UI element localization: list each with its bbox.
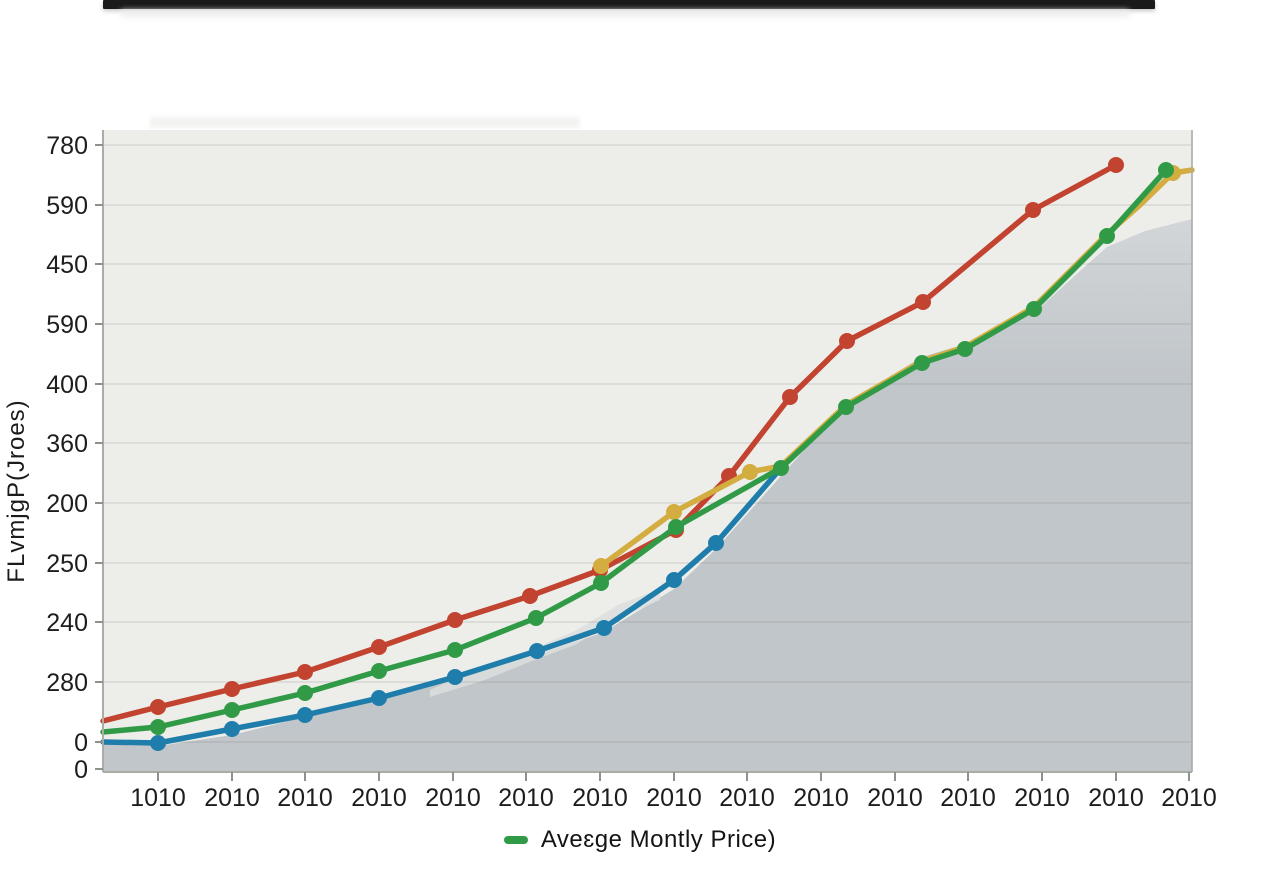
series-green-marker — [1099, 228, 1115, 244]
y-axis-title: FLvmjgP(Jroes) — [3, 399, 30, 583]
x-axis-tick-label: 2010 — [1088, 784, 1144, 812]
y-axis-tick-label: 450 — [46, 251, 88, 279]
area-light-wedge — [430, 589, 660, 697]
series-red-marker — [224, 681, 240, 697]
x-axis-tick-label: 2010 — [646, 784, 702, 812]
x-axis-tick-label: 2010 — [1014, 784, 1070, 812]
series-blue-marker — [666, 572, 682, 588]
x-axis-tick-label: 2010 — [572, 784, 628, 812]
y-axis-tick-label: 200 — [46, 490, 88, 518]
chart-legend: Aveɛge Montly Price) — [0, 826, 1280, 854]
y-axis-tick-label: 590 — [46, 311, 88, 339]
series-blue-marker — [596, 620, 612, 636]
series-blue-marker — [297, 707, 313, 723]
series-green-marker — [224, 702, 240, 718]
series-green-marker — [371, 663, 387, 679]
area-fill — [103, 219, 1192, 772]
series-red-marker — [447, 612, 463, 628]
series-red-marker — [371, 639, 387, 655]
x-axis-tick-label: 2010 — [498, 784, 554, 812]
series-gold-marker — [593, 558, 609, 574]
x-axis-tick-label: 2010 — [940, 784, 996, 812]
series-green-marker — [773, 460, 789, 476]
y-axis-tick-label: 590 — [46, 192, 88, 220]
series-red-marker — [1025, 202, 1041, 218]
series-red-marker — [297, 664, 313, 680]
background-streak-artifact — [150, 117, 580, 128]
series-red-marker — [522, 588, 538, 604]
x-axis-tick-label: 1010 — [130, 784, 186, 812]
y-axis-tick-label: 280 — [46, 669, 88, 697]
series-green-marker — [1026, 301, 1042, 317]
series-red-marker — [915, 294, 931, 310]
y-axis-tick-label: 360 — [46, 430, 88, 458]
series-green-marker — [593, 575, 609, 591]
series-green-marker — [297, 685, 313, 701]
series-red-marker — [150, 699, 166, 715]
series-green-marker — [1158, 162, 1174, 178]
y-axis-tick-label: 250 — [46, 550, 88, 578]
x-axis-tick-label: 2010 — [793, 784, 849, 812]
x-axis-tick-label: 2010 — [719, 784, 775, 812]
series-green-marker — [447, 642, 463, 658]
series-gold-marker — [666, 504, 682, 520]
series-green-marker — [150, 719, 166, 735]
series-green-marker — [914, 355, 930, 371]
y-axis-tick-label: 780 — [46, 132, 88, 160]
legend-label: Aveɛge Montly Price) — [540, 826, 777, 853]
series-green-marker — [838, 399, 854, 415]
series-green-marker — [668, 519, 684, 535]
y-axis-tick-label: 240 — [46, 609, 88, 637]
top-dark-bar — [103, 0, 1155, 9]
x-axis-tick-label: 2010 — [1161, 784, 1217, 812]
x-axis-tick-label: 2010 — [425, 784, 481, 812]
series-red-marker — [839, 333, 855, 349]
series-blue-marker — [224, 721, 240, 737]
series-blue-marker — [447, 669, 463, 685]
series-blue-marker — [371, 690, 387, 706]
x-axis-tick-label: 2010 — [204, 784, 260, 812]
series-gold-marker — [742, 464, 758, 480]
legend-swatch-green-line — [503, 836, 528, 844]
y-axis-tick-label: 0 — [74, 729, 88, 757]
y-axis-tick-label: 0 — [74, 756, 88, 784]
series-red-marker — [1108, 157, 1124, 173]
series-red-marker — [782, 389, 798, 405]
series-blue-marker — [529, 643, 545, 659]
x-axis-tick-label: 2010 — [351, 784, 407, 812]
series-blue-marker — [708, 535, 724, 551]
series-green-marker — [957, 341, 973, 357]
x-axis-tick-label: 2010 — [867, 784, 923, 812]
series-green-line — [100, 167, 1169, 735]
series-blue-marker — [150, 735, 166, 751]
top-smudge-artifact — [120, 10, 1130, 17]
x-axis-tick-label: 2010 — [277, 784, 333, 812]
series-green-marker — [528, 610, 544, 626]
y-axis-tick-label: 400 — [46, 371, 88, 399]
